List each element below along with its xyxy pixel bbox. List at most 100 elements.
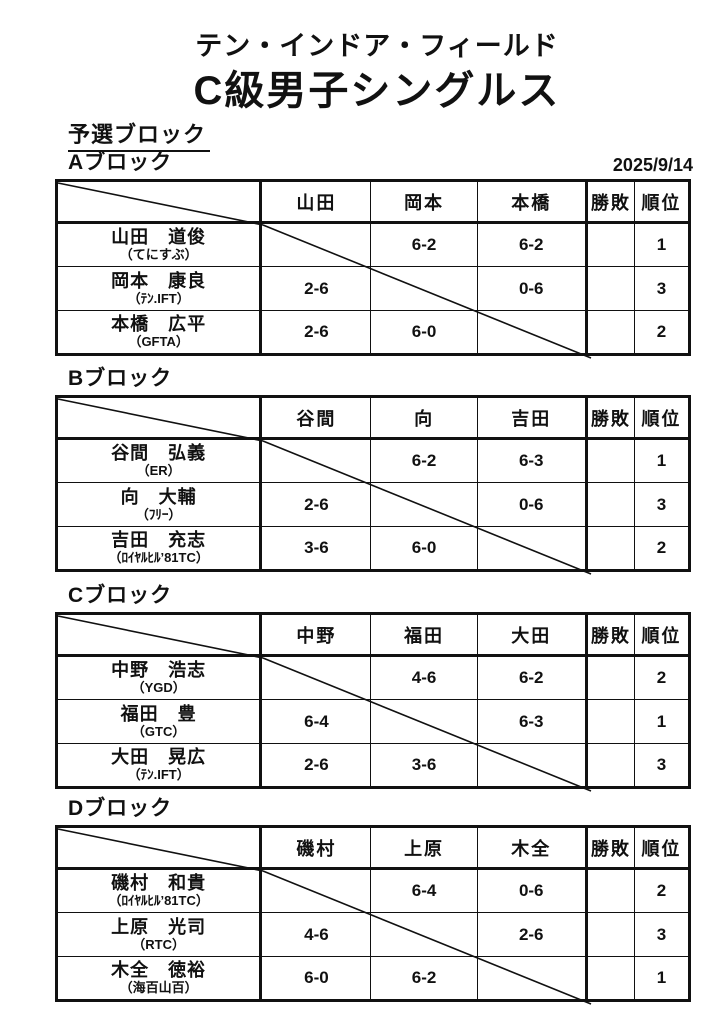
block-a-title: Aブロック — [68, 151, 173, 174]
score-cell: 6-2 — [476, 222, 588, 267]
block-c: Cブロック 中野 福田 大田 勝敗 順位 中野 浩志 — [55, 583, 693, 792]
score-cell: 6-2 — [370, 956, 478, 1001]
player-name: 大田 晃広 — [111, 747, 207, 768]
opponent-header: 大田 — [476, 613, 588, 657]
player-name: 山田 道俊 — [111, 227, 207, 248]
opponent-header: 山田 — [260, 180, 372, 224]
block-b-table-wrap: 谷間 向 吉田 勝敗 順位 谷間 弘義 （ER） 6-2 6-3 — [55, 395, 693, 575]
block-a: Aブロック 2025/9/14 山田 岡本 本橋 勝敗 順位 — [55, 150, 693, 359]
winloss-cell — [585, 526, 635, 571]
rank-header: 順位 — [633, 180, 691, 224]
winloss-header: 勝敗 — [585, 613, 635, 657]
block-d: Dブロック 磯村 上原 木全 勝敗 順位 磯村 和貴 — [55, 796, 693, 1005]
opponent-header: 福田 — [370, 613, 478, 657]
winloss-header: 勝敗 — [585, 826, 635, 870]
score-cell: 0-6 — [476, 482, 588, 527]
table-row: 磯村 和貴 （ﾛｲﾔﾙﾋﾙ’81TC） 6-4 0-6 2 — [55, 868, 691, 913]
winloss-header: 勝敗 — [585, 180, 635, 224]
rank-cell: 2 — [633, 655, 691, 700]
player-club: （てにすぶ） — [119, 247, 198, 263]
table-row: 本橋 広平 （GFTA） 2-6 6-0 2 — [55, 310, 691, 355]
score-cell: 2-6 — [260, 482, 372, 527]
opponent-header: 本橋 — [476, 180, 588, 224]
player-cell: 上原 光司 （RTC） — [55, 912, 263, 957]
score-cell: 6-2 — [476, 655, 588, 700]
winloss-cell — [585, 912, 635, 957]
score-cell: 2-6 — [260, 743, 372, 788]
player-cell: 谷間 弘義 （ER） — [55, 438, 263, 483]
block-b: Bブロック 谷間 向 吉田 勝敗 順位 谷間 弘義 — [55, 366, 693, 575]
player-cell: 福田 豊 （GTC） — [55, 699, 263, 744]
player-cell: 大田 晃広 （ﾃﾝ.IFT） — [55, 743, 263, 788]
player-club: （海百山百） — [119, 980, 198, 996]
player-name: 向 大輔 — [120, 486, 197, 507]
block-d-header-row: Dブロック — [55, 796, 693, 822]
table-row: 中野 浩志 （YGD） 4-6 6-2 2 — [55, 655, 691, 700]
score-cell: 6-2 — [370, 438, 478, 483]
corner-cell — [55, 613, 263, 657]
winloss-cell — [585, 699, 635, 744]
rank-cell: 2 — [633, 868, 691, 913]
section-label: 予選ブロック — [68, 117, 211, 152]
player-name: 中野 浩志 — [111, 660, 207, 681]
table-row: 山田 道俊 （てにすぶ） 6-2 6-2 1 — [55, 222, 691, 267]
block-c-table: 中野 福田 大田 勝敗 順位 中野 浩志 （YGD） 4-6 6-2 — [55, 612, 691, 789]
rank-header: 順位 — [633, 396, 691, 440]
score-cell — [260, 655, 372, 700]
score-cell: 4-6 — [370, 655, 478, 700]
player-name: 福田 豊 — [120, 703, 197, 724]
rank-cell: 3 — [633, 266, 691, 311]
player-name: 岡本 康良 — [111, 270, 207, 291]
opponent-header: 上原 — [370, 826, 478, 870]
event-date: 2025/9/14 — [612, 155, 693, 175]
score-cell: 6-0 — [370, 526, 478, 571]
table-row: 谷間 弘義 （ER） 6-2 6-3 1 — [55, 438, 691, 483]
rank-cell: 1 — [633, 438, 691, 483]
player-name: 磯村 和貴 — [111, 873, 207, 894]
score-cell: 3-6 — [370, 743, 478, 788]
player-cell: 吉田 充志 （ﾛｲﾔﾙﾋﾙ’81TC） — [55, 526, 263, 571]
player-club: （GFTA） — [128, 334, 189, 350]
opponent-header: 岡本 — [370, 180, 478, 224]
category-title: C級男子シングルス — [193, 69, 561, 113]
block-a-table: 山田 岡本 本橋 勝敗 順位 山田 道俊 （てにすぶ） 6-2 6-2 — [55, 179, 691, 356]
block-a-header-row: Aブロック 2025/9/14 — [55, 150, 693, 176]
score-cell: 6-4 — [260, 699, 372, 744]
player-cell: 山田 道俊 （てにすぶ） — [55, 222, 263, 267]
score-cell: 0-6 — [476, 868, 588, 913]
score-cell: 4-6 — [260, 912, 372, 957]
winloss-cell — [585, 743, 635, 788]
table-row: 吉田 充志 （ﾛｲﾔﾙﾋﾙ’81TC） 3-6 6-0 2 — [55, 526, 691, 571]
rank-cell: 1 — [633, 956, 691, 1001]
corner-cell — [55, 180, 263, 224]
player-cell: 磯村 和貴 （ﾛｲﾔﾙﾋﾙ’81TC） — [55, 868, 263, 913]
player-club: （RTC） — [132, 936, 186, 952]
score-cell: 6-0 — [260, 956, 372, 1001]
rank-cell: 2 — [633, 526, 691, 571]
score-cell — [370, 912, 478, 957]
rank-cell: 3 — [633, 743, 691, 788]
player-cell: 中野 浩志 （YGD） — [55, 655, 263, 700]
block-c-title: Cブロック — [68, 584, 173, 607]
opponent-header: 磯村 — [260, 826, 372, 870]
player-cell: 岡本 康良 （ﾃﾝ.IFT） — [55, 266, 263, 311]
winloss-cell — [585, 956, 635, 1001]
player-club: （ﾃﾝ.IFT） — [127, 767, 190, 783]
block-c-header-row: Cブロック — [55, 583, 693, 609]
opponent-header: 向 — [370, 396, 478, 440]
winloss-cell — [585, 222, 635, 267]
score-cell — [476, 526, 588, 571]
winloss-cell — [585, 655, 635, 700]
rank-cell: 3 — [633, 482, 691, 527]
score-cell: 2-6 — [260, 266, 372, 311]
winloss-header: 勝敗 — [585, 396, 635, 440]
rank-cell: 2 — [633, 310, 691, 355]
opponent-header: 木全 — [476, 826, 588, 870]
player-name: 上原 光司 — [111, 916, 207, 937]
score-cell — [370, 482, 478, 527]
player-name: 谷間 弘義 — [111, 443, 207, 464]
opponent-header: 中野 — [260, 613, 372, 657]
block-d-table: 磯村 上原 木全 勝敗 順位 磯村 和貴 （ﾛｲﾔﾙﾋﾙ’81TC） 6-4 — [55, 825, 691, 1002]
rank-header: 順位 — [633, 613, 691, 657]
